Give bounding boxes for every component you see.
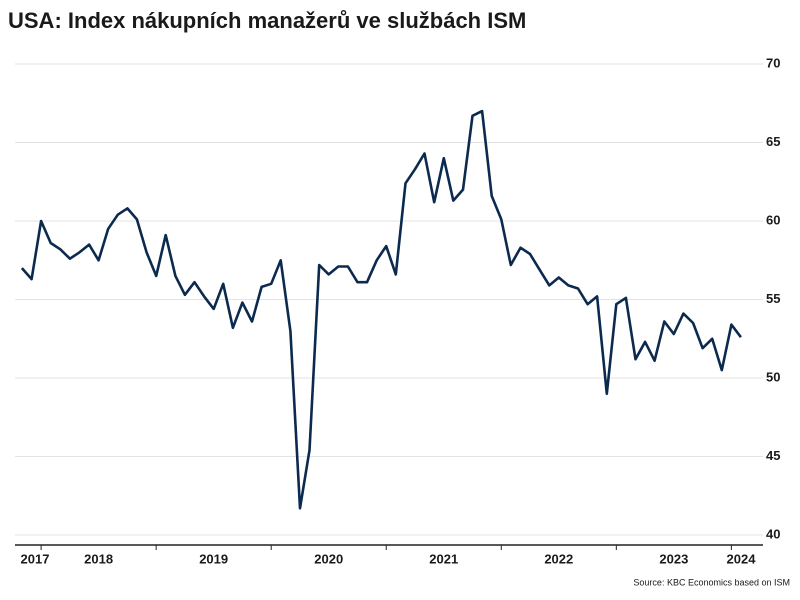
data-line: [20, 109, 742, 510]
y-tick-label: 55: [766, 291, 780, 306]
y-tick-label: 70: [766, 55, 780, 70]
source-note: Source: KBC Economics based on ISM: [633, 577, 790, 587]
x-tick-label: 2019: [199, 551, 228, 566]
y-tick-label: 65: [766, 134, 780, 149]
x-tick-label: 2020: [314, 551, 343, 566]
x-tick-label: 2018: [84, 551, 113, 566]
chart-title: USA: Index nákupních manažerů ve službác…: [8, 8, 526, 33]
x-tick-label: 2024: [727, 551, 757, 566]
y-tick-label: 45: [766, 448, 780, 463]
y-tick-label: 40: [766, 526, 780, 541]
x-tick-label: 2023: [659, 551, 688, 566]
x-tick-label: 2022: [544, 551, 573, 566]
x-tick-label: 2017: [21, 551, 50, 566]
x-tick-label: 2021: [429, 551, 458, 566]
y-tick-label: 60: [766, 212, 780, 227]
y-tick-label: 50: [766, 369, 780, 384]
